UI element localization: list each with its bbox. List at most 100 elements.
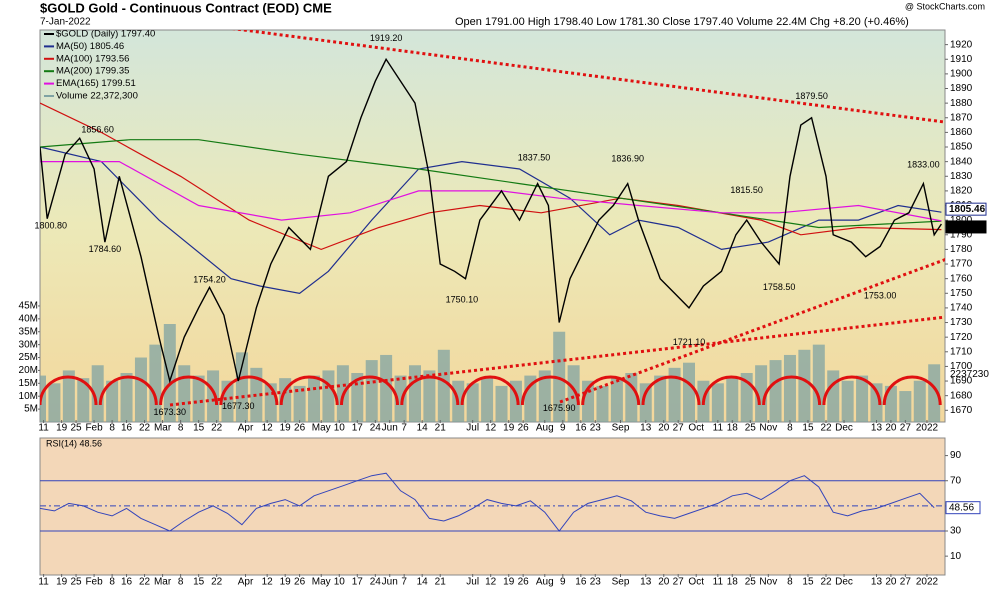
x-tick-label: 27 <box>900 423 912 434</box>
x-tick-label: 12 <box>485 423 497 434</box>
y-tick-label: 1760 <box>950 273 973 284</box>
legend-label: $GOLD (Daily) 1797.40 <box>56 29 155 40</box>
volume-bar <box>437 349 450 422</box>
labels: 1670168016901700171017201730174017501760… <box>19 29 990 588</box>
price-annotation: 1754.20 <box>193 275 226 285</box>
credit: @ StockCharts.com <box>905 1 985 11</box>
volume-bar <box>827 370 840 422</box>
x-tick-label: 8 <box>109 423 115 434</box>
x-tick-label: 27 <box>673 423 685 434</box>
price-annotation: 1677.30 <box>222 401 255 411</box>
trendline <box>559 258 945 404</box>
x-tick-label: 13 <box>871 423 883 434</box>
x-tick-label: 8 <box>787 577 793 588</box>
y-tick-label: 1720 <box>950 332 973 343</box>
volume-bar <box>711 383 724 422</box>
x-tick-label: 11 <box>713 577 724 588</box>
legend-label: MA(50) 1805.46 <box>56 41 124 52</box>
volume-bar <box>538 370 551 422</box>
y-tick-label: 1910 <box>950 54 973 65</box>
x-tick-label: 19 <box>56 577 68 588</box>
volume-bar <box>769 360 782 422</box>
cycle-arc <box>340 375 399 406</box>
y-tick-label: 1900 <box>950 69 973 80</box>
x-tick-label: 14 <box>417 423 429 434</box>
y2-tick-label: 20M <box>19 365 38 376</box>
x-tick-label: 12 <box>262 423 274 434</box>
volume-bar <box>899 391 912 422</box>
x-tick-label: 12 <box>485 577 497 588</box>
trendline <box>232 30 945 124</box>
x-tick-label: 16 <box>575 577 587 588</box>
x-tick-label: Jul <box>466 577 479 588</box>
x-tick-label: Oct <box>688 577 704 588</box>
x-tick-label: 17 <box>352 423 364 434</box>
x-tick-label: Apr <box>238 423 254 434</box>
price-annotation: 1815.50 <box>730 185 763 195</box>
x-tick-label: 11 <box>713 423 724 434</box>
y2-tick-label: 5M <box>24 404 38 415</box>
volume-bar <box>870 383 883 422</box>
rsi-tick-label: 70 <box>950 475 962 486</box>
moving-average <box>40 139 942 229</box>
x-tick-label: 2022 <box>916 423 939 434</box>
cycle-arc <box>641 375 701 406</box>
volume-bar <box>279 378 292 422</box>
x-tick-label: 15 <box>193 423 205 434</box>
cycle-arc <box>40 375 98 406</box>
x-tick-label: Sep <box>612 423 630 434</box>
x-tick-label: 22 <box>820 577 832 588</box>
x-tick-label: 24 <box>370 577 382 588</box>
x-tick-label: Feb <box>85 423 103 434</box>
x-tick-label: 15 <box>802 423 814 434</box>
value-tag-label: 1797.40 <box>949 222 986 233</box>
x-tick-label: 8 <box>787 423 793 434</box>
x-tick-label: 22 <box>820 423 832 434</box>
title: $GOLD Gold - Continuous Contract (EOD) C… <box>40 0 332 15</box>
x-tick-label: 22 <box>139 423 151 434</box>
cycle-arc <box>159 375 219 406</box>
cycle-arc <box>762 375 822 406</box>
cycle-arc <box>279 375 339 406</box>
volume-bar <box>77 378 90 422</box>
x-tick-label: May <box>312 423 331 434</box>
x-tick-label: Sep <box>612 577 630 588</box>
volume-bar <box>48 383 61 422</box>
volume-bar <box>625 373 638 422</box>
y-tick-label: 1710 <box>950 346 973 357</box>
value-tag-label: 1805.46 <box>949 204 986 215</box>
x-tick-label: Aug <box>536 577 554 588</box>
volume-bar <box>322 370 335 422</box>
x-tick-label: 23 <box>590 577 602 588</box>
y-tick-label: 1790 <box>950 229 973 240</box>
price-annotation: 1675.90 <box>543 403 576 413</box>
y-tick-label: 1750 <box>950 288 973 299</box>
rsi-value-tag <box>945 501 981 515</box>
y-tick-label: 1670 <box>950 405 973 416</box>
volume-bar <box>62 370 75 422</box>
rsi-tick-label: 30 <box>950 526 962 537</box>
y-tick-label: 1880 <box>950 98 973 109</box>
x-tick-label: 16 <box>575 423 587 434</box>
volume-bar <box>683 362 696 422</box>
x-tick-label: Jun <box>382 423 398 434</box>
x-tick-label: 27 <box>673 577 685 588</box>
volume-bar <box>639 383 652 422</box>
cycle-arc <box>460 375 520 406</box>
volume-bar <box>365 360 378 422</box>
price-annotation: 1673.30 <box>154 407 187 417</box>
y-tick-label: 1780 <box>950 244 973 255</box>
legend-label: Volume 22,372,300 <box>56 91 138 102</box>
price-annotation: 1784.60 <box>89 244 122 254</box>
x-tick-label: 16 <box>121 577 133 588</box>
y-tick-label: 1820 <box>950 186 973 197</box>
volume-bar <box>106 380 119 422</box>
x-tick-label: 15 <box>802 577 814 588</box>
rsi-value-tag-label: 48.56 <box>949 502 974 513</box>
volume-bar <box>163 324 176 422</box>
volume-bar <box>495 385 508 422</box>
x-tick-label: 12 <box>262 577 274 588</box>
x-tick-label: 24 <box>370 423 382 434</box>
x-tick-label: 2022 <box>916 577 939 588</box>
